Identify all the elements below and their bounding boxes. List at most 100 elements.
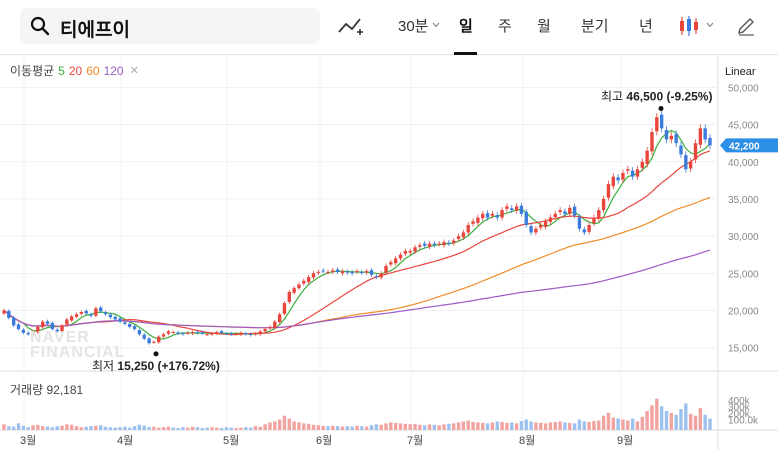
candle <box>292 286 296 295</box>
volume-bar <box>84 426 88 430</box>
volume-bar <box>384 423 388 430</box>
volume-bar <box>529 421 533 430</box>
candle-body <box>65 319 69 325</box>
candle <box>384 263 388 276</box>
tab-month[interactable]: 월 <box>537 18 551 35</box>
volume-bar <box>161 427 166 430</box>
y-tick-label: 40,000 <box>728 158 759 169</box>
candle <box>423 240 427 249</box>
volume-bar <box>331 425 335 430</box>
candle-body <box>103 312 108 315</box>
close-icon[interactable]: ✕ <box>129 65 139 77</box>
tab-quarter[interactable]: 분기 <box>581 18 609 35</box>
candle <box>403 248 408 257</box>
high-note: 최고 46,500 (-9.25%) <box>601 89 712 103</box>
candle-body <box>510 208 514 211</box>
volume-bar <box>350 426 354 430</box>
tab-year[interactable]: 년 <box>639 18 653 35</box>
candle <box>181 331 185 336</box>
candle <box>224 331 229 336</box>
volume-bars <box>2 398 712 430</box>
volume-bar <box>306 423 311 430</box>
candle <box>103 310 108 316</box>
candle-body <box>437 243 441 245</box>
volume-bar <box>103 426 108 430</box>
interval-30min-dropdown[interactable]: 30분 <box>398 18 429 35</box>
pencil-icon[interactable] <box>736 16 756 36</box>
candle <box>606 180 611 201</box>
candle-body <box>200 332 204 334</box>
candle <box>137 328 142 336</box>
volume-tick-label: 200k <box>728 409 751 420</box>
price-tag-bg <box>720 138 778 153</box>
candle <box>659 110 664 133</box>
candle <box>369 267 374 278</box>
candle <box>427 241 432 250</box>
candle <box>645 146 649 168</box>
volume-bar <box>239 427 243 430</box>
candle-body <box>137 330 142 335</box>
candle <box>118 316 122 324</box>
candle-body <box>229 333 233 335</box>
chevron-down-icon[interactable] <box>706 22 714 28</box>
candle-body <box>616 177 620 181</box>
volume-bar <box>423 425 427 430</box>
candlesticks <box>2 110 712 345</box>
candle-body <box>79 312 84 314</box>
volume-bar <box>186 427 190 430</box>
candle <box>616 173 620 184</box>
candle <box>534 225 538 236</box>
candle <box>418 242 422 250</box>
candle <box>543 218 548 230</box>
volume-bar <box>461 421 466 430</box>
volume-bar <box>447 423 451 430</box>
moving-average-legend[interactable]: 이동평균 5 20 60 120 ✕ <box>10 62 139 79</box>
volume-bar <box>171 427 175 430</box>
candle <box>529 223 533 236</box>
candlestick-chart-icon[interactable] <box>678 14 700 38</box>
volume-bar <box>679 409 683 430</box>
volume-tick-label: 300k <box>728 403 751 414</box>
candle-body <box>345 271 350 273</box>
candle <box>442 239 446 248</box>
volume-bar <box>360 426 364 430</box>
candle-body <box>36 326 40 333</box>
candle-body <box>364 271 369 273</box>
candle <box>698 124 703 149</box>
volume-label: 거래량 <box>10 383 44 397</box>
volume-bar <box>369 425 374 430</box>
volume-bar <box>582 421 586 430</box>
chart-toolbar: 티에프이 30분 일 주 월 분기 년 <box>0 0 778 55</box>
candle <box>147 337 151 345</box>
candle-body <box>142 334 146 339</box>
candle-body <box>630 170 635 177</box>
tab-day[interactable]: 일 <box>459 18 473 35</box>
volume-bar <box>645 411 649 430</box>
volume-bar <box>229 427 233 430</box>
candle-body <box>650 132 654 152</box>
candle <box>577 214 582 232</box>
candle-body <box>132 326 137 330</box>
volume-bar <box>21 425 26 430</box>
stock-search-box[interactable]: 티에프이 <box>20 8 320 44</box>
search-query[interactable]: 티에프이 <box>60 20 130 41</box>
volume-bar <box>669 412 674 430</box>
candle <box>500 207 504 221</box>
volume-bar <box>674 414 678 430</box>
chevron-down-icon[interactable] <box>432 22 440 28</box>
volume-bar <box>510 422 514 430</box>
trend-draw-icon[interactable] <box>338 14 364 38</box>
candle-body <box>553 213 557 217</box>
volume-bar <box>40 426 45 430</box>
candle <box>331 268 335 275</box>
scale-type-toggle[interactable]: Linear <box>725 66 756 78</box>
candle-body <box>655 117 659 132</box>
candle <box>345 269 350 275</box>
candle-body <box>572 206 577 216</box>
candle-body <box>427 243 432 247</box>
volume-tick-label: 100.0k <box>728 416 759 427</box>
candle-body <box>181 333 185 335</box>
tab-week[interactable]: 주 <box>498 18 512 35</box>
candle <box>157 335 161 344</box>
